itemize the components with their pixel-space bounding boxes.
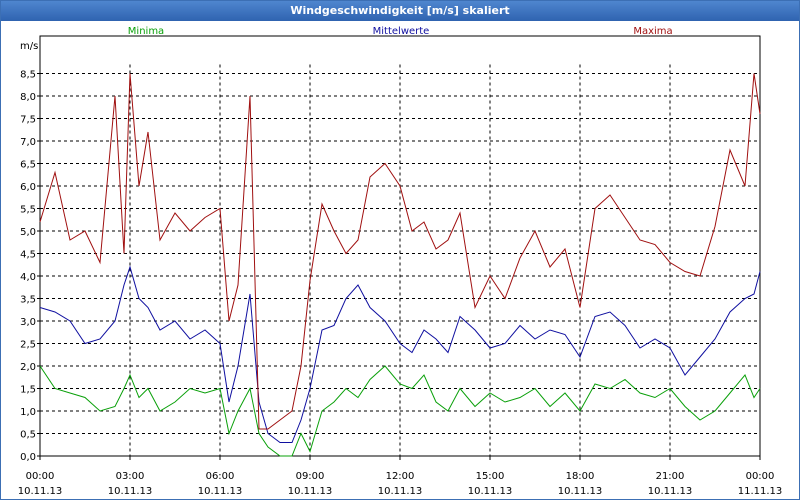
legend-minima: Minima [128, 26, 164, 37]
y-tick-label: 3,0 [20, 317, 36, 328]
y-tick-label: 2,0 [20, 362, 36, 373]
x-tick-date: 10.11.13 [558, 486, 603, 497]
y-tick-label: 3,5 [20, 295, 36, 306]
y-tick-label: 2,5 [20, 340, 36, 351]
x-tick-date: 11.11.13 [738, 486, 783, 497]
y-tick-label: 1,5 [20, 385, 36, 396]
x-tick-date: 10.11.13 [648, 486, 693, 497]
y-tick-label: 8,0 [20, 92, 36, 103]
series-line-mittelwerte [39, 265, 761, 443]
y-tick-label: 0,5 [20, 430, 36, 441]
y-tick-label: 4,0 [20, 272, 36, 283]
y-tick-label: 1,0 [20, 407, 36, 418]
y-tick-label: 0,0 [20, 452, 36, 463]
series-line-minima [39, 365, 761, 457]
x-tick-time: 00:00 [26, 471, 55, 482]
series-lines [39, 73, 761, 457]
x-tick-date: 10.11.13 [108, 486, 153, 497]
x-tick-time: 18:00 [566, 471, 595, 482]
x-tick-date: 10.11.13 [18, 486, 63, 497]
window-title: Windgeschwindigkeit [m/s] skaliert [1, 1, 799, 21]
x-tick-time: 00:00 [746, 471, 775, 482]
x-axis-ticks: 00:00 10.11.13 03:00 10.11.13 06:00 10.11.13 0… [18, 456, 783, 497]
y-tick-label: 6,5 [20, 160, 36, 171]
legend-maxima: Maxima [633, 26, 672, 37]
x-tick-time: 06:00 [206, 471, 235, 482]
y-axis-unit: m/s [20, 41, 38, 52]
series-line-maxima [39, 73, 761, 430]
x-tick-time: 09:00 [296, 471, 325, 482]
y-tick-label: 7,5 [20, 115, 36, 126]
x-tick-date: 10.11.13 [198, 486, 243, 497]
y-tick-label: 8,5 [20, 70, 36, 81]
x-tick-time: 03:00 [116, 471, 145, 482]
y-tick-label: 7,0 [20, 137, 36, 148]
legend-mittelwerte: Mittelwerte [373, 26, 430, 37]
y-tick-label: 6,0 [20, 182, 36, 193]
x-tick-time: 15:00 [476, 471, 505, 482]
x-tick-time: 12:00 [386, 471, 415, 482]
y-tick-label: 5,0 [20, 227, 36, 238]
x-tick-date: 10.11.13 [468, 486, 513, 497]
x-tick-date: 10.11.13 [288, 486, 333, 497]
x-tick-time: 21:00 [656, 471, 685, 482]
y-axis-ticks: 0,0 0,5 1,0 1,5 2,0 2,5 3,0 3,5 4,0 4,5 5,0 5,5 6,0 6… [20, 70, 40, 463]
y-tick-label: 4,5 [20, 250, 36, 261]
y-tick-label: 5,5 [20, 205, 36, 216]
x-tick-date: 10.11.13 [378, 486, 423, 497]
